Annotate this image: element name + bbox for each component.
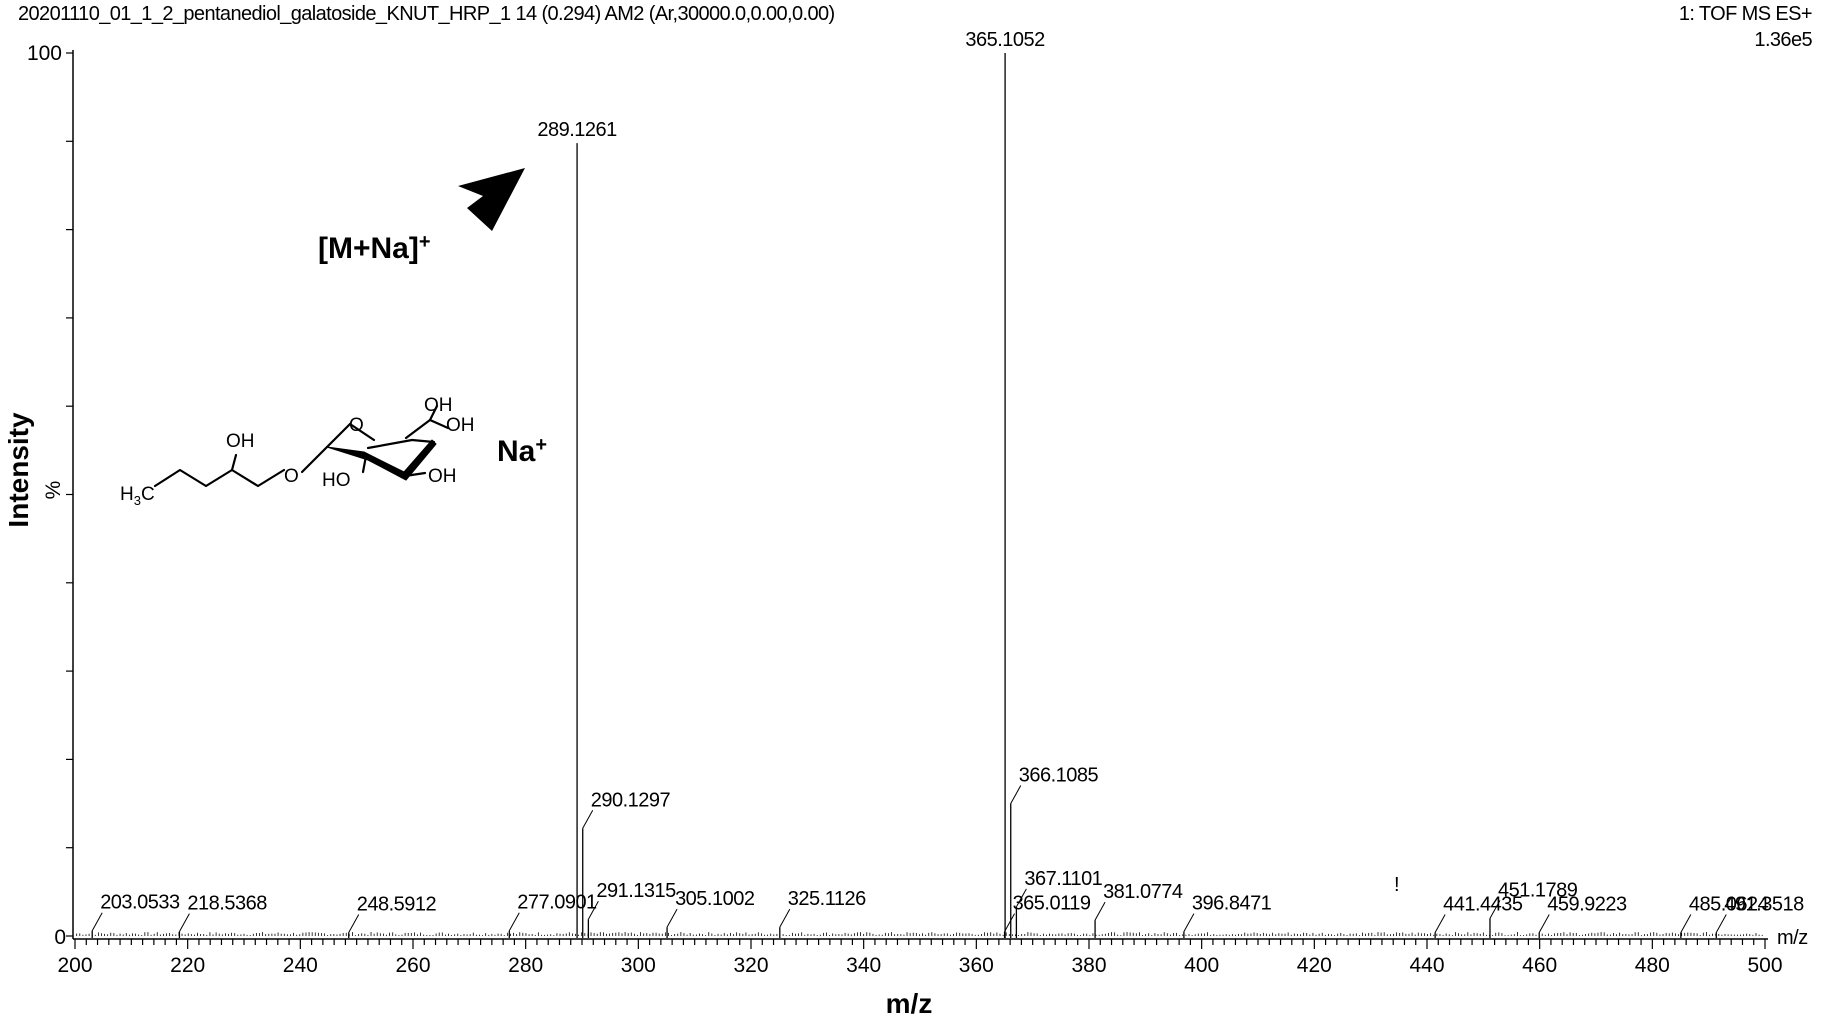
x-ticks: 200 220 240 260 280 300 320 340 360 380 400 420 440 4… — [57, 939, 1783, 977]
y-axis-title: Intensity — [3, 412, 34, 528]
peak-leader — [1489, 900, 1501, 919]
svg-text:O: O — [349, 415, 364, 436]
x-tick-label: 500 — [1747, 954, 1782, 977]
peak-sticks — [91, 53, 1717, 938]
y-tick-label-0: 0 — [54, 926, 66, 949]
peak-leader — [1004, 913, 1016, 932]
peak-label: 441.4435 — [1443, 893, 1523, 915]
x-tick-label: 200 — [57, 954, 92, 977]
peak-label: 485.0624 — [1689, 893, 1769, 915]
exclaim-marker: ! — [1394, 874, 1399, 896]
x-tick-label: 340 — [846, 954, 881, 977]
x-tick-label: 240 — [283, 954, 318, 977]
sodium-annotation: Na+ — [497, 434, 547, 468]
svg-text:OH: OH — [226, 431, 255, 452]
peak-leader — [779, 908, 791, 928]
peak-leader — [178, 913, 190, 932]
svg-text:OH: OH — [424, 395, 453, 416]
peak-label: 451.1789 — [1498, 879, 1578, 901]
ion-annotation: [M+Na]+ — [318, 231, 431, 265]
y-axis-unit: % — [42, 481, 65, 500]
peak-leader — [1538, 914, 1550, 933]
peak-label: 366.1085 — [1019, 765, 1099, 787]
x-axis-unit-small: m/z — [1777, 927, 1808, 949]
peak-leader — [666, 908, 678, 928]
x-tick-label: 480 — [1635, 954, 1670, 977]
peak-leader — [1434, 914, 1446, 933]
x-axis-title: m/z — [886, 988, 933, 1019]
x-tick-label: 280 — [508, 954, 543, 977]
x-tick-label: 380 — [1071, 954, 1106, 977]
peak-leader — [1715, 914, 1727, 933]
peak-leader — [1010, 785, 1022, 804]
svg-text:OH: OH — [428, 466, 457, 487]
svg-text:OH: OH — [446, 415, 475, 436]
molecule-labels: H3C OH O O OH OH HO OH — [120, 395, 475, 508]
scan-mode: 1: TOF MS ES+ — [1679, 3, 1812, 25]
x-tick-label: 460 — [1522, 954, 1557, 977]
svg-text:H3C: H3C — [120, 484, 155, 508]
x-tick-label: 260 — [395, 954, 430, 977]
molecule-structure — [153, 404, 450, 488]
x-tick-label: 360 — [959, 954, 994, 977]
svg-text:O: O — [284, 466, 299, 487]
peak-leader — [582, 810, 594, 829]
peak-label: 291.1315 — [596, 880, 676, 902]
peak-label: 367.1101 — [1024, 868, 1102, 890]
arrow-icon — [458, 168, 525, 231]
peak-leader — [1094, 901, 1106, 921]
peak-leader — [91, 912, 103, 931]
peak-leader — [348, 914, 360, 933]
intensity-scale: 1.36e5 — [1754, 29, 1812, 51]
x-tick-label: 420 — [1297, 954, 1332, 977]
peak-label: 459.9223 — [1547, 893, 1627, 915]
x-tick-label: 320 — [733, 954, 768, 977]
x-tick-label: 440 — [1409, 954, 1444, 977]
peak-label: 325.1126 — [788, 888, 866, 910]
peak-leader — [1183, 913, 1195, 932]
svg-text:HO: HO — [322, 470, 351, 491]
peak-label: 381.0774 — [1103, 881, 1183, 903]
peak-label: 290.1297 — [591, 789, 671, 811]
y-tick-label-100: 100 — [27, 42, 62, 65]
peak-leader — [508, 912, 520, 931]
x-tick-label: 220 — [170, 954, 205, 977]
peak-label: 289.1261 — [537, 119, 617, 141]
spectrum-title: 20201110_01_1_2_pentanediol_galatoside_K… — [18, 3, 835, 25]
peak-label: 305.1002 — [675, 888, 755, 910]
x-tick-label: 300 — [621, 954, 656, 977]
peak-label: 365.0119 — [1013, 893, 1091, 915]
peak-label: 277.0901 — [517, 892, 597, 914]
peak-label: 218.5368 — [187, 893, 267, 915]
y-minor-ticks — [66, 52, 73, 937]
peak-label: 365.1052 — [965, 29, 1045, 51]
peak-label: 491.3518 — [1724, 893, 1804, 915]
baseline-noise — [76, 932, 1763, 936]
peak-leader — [1680, 914, 1692, 933]
peak-leader — [1015, 888, 1027, 908]
peak-labels: 203.0533 218.5368 248.5912 277.0901 289.1261… — [91, 29, 1805, 933]
peak-label: 203.0533 — [100, 892, 180, 914]
x-tick-label: 400 — [1184, 954, 1219, 977]
peak-label: 248.5912 — [357, 893, 437, 915]
peak-leader — [587, 900, 599, 920]
peak-label: 396.8471 — [1192, 893, 1272, 915]
